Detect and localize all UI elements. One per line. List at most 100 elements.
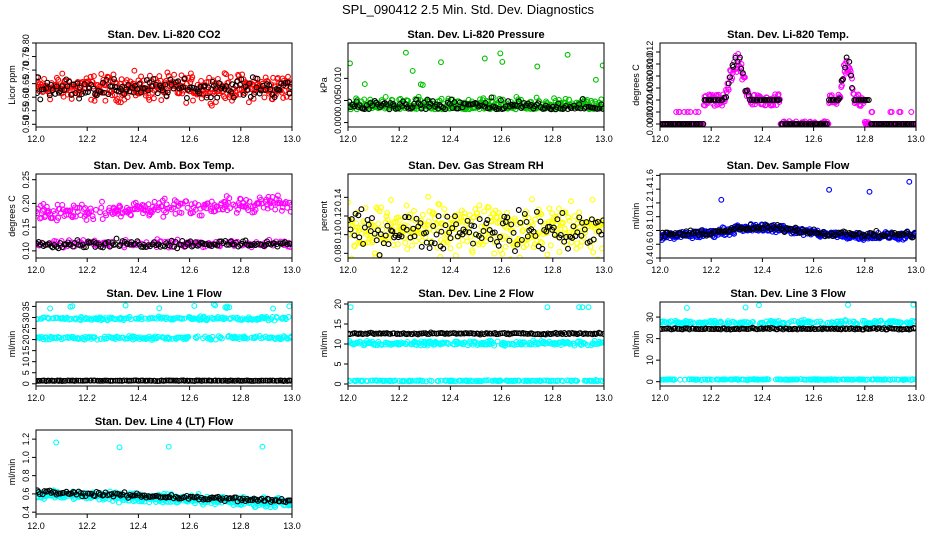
- data-point: [671, 376, 678, 383]
- data-point: [90, 73, 97, 80]
- data-point-selected: [878, 121, 885, 127]
- data-point: [538, 211, 545, 218]
- data-point: [158, 97, 165, 104]
- data-point-selected: [583, 219, 590, 226]
- x-tick-label: 12.2: [78, 265, 96, 275]
- data-point: [891, 376, 898, 383]
- data-point-selected: [594, 105, 601, 112]
- data-point: [356, 225, 363, 231]
- data-point: [348, 255, 355, 258]
- x-tick-label: 12.6: [493, 134, 511, 144]
- data-point-selected: [430, 223, 437, 229]
- x-tick-label: 12.2: [702, 393, 720, 403]
- data-point: [191, 302, 198, 309]
- data-point: [491, 250, 498, 257]
- x-tick-label: 12.4: [130, 134, 148, 144]
- y-axis-label: ml/min: [631, 203, 641, 230]
- data-point-selected: [712, 228, 719, 235]
- data-point: [548, 377, 555, 384]
- points-selected: [348, 94, 604, 113]
- data-point: [113, 80, 120, 87]
- points-all: [660, 178, 916, 243]
- data-point: [599, 245, 604, 252]
- data-point-selected: [900, 326, 907, 333]
- data-point: [187, 79, 194, 86]
- data-point: [530, 377, 537, 384]
- data-point-selected: [501, 213, 508, 220]
- data-point: [660, 376, 665, 383]
- data-point: [438, 59, 444, 66]
- data-point: [210, 302, 217, 308]
- data-point: [502, 340, 509, 347]
- data-point: [534, 377, 541, 384]
- data-point: [272, 206, 279, 213]
- data-point-selected: [426, 245, 433, 252]
- data-point: [911, 318, 916, 325]
- data-point: [376, 208, 383, 215]
- data-point: [906, 178, 913, 185]
- data-point-selected: [471, 223, 478, 230]
- data-point: [750, 318, 756, 325]
- y-tick-label: 20: [333, 299, 343, 309]
- y-axis-label: degrees C: [7, 195, 17, 237]
- x-tick-label: 12.0: [651, 393, 669, 403]
- data-point: [278, 207, 285, 214]
- data-point: [424, 221, 431, 228]
- y-tick-label: 0.006: [645, 77, 655, 100]
- data-point: [718, 319, 725, 326]
- data-point: [118, 76, 125, 83]
- data-point: [374, 377, 380, 384]
- data-point-selected: [36, 377, 43, 384]
- data-point: [595, 256, 601, 258]
- data-point-selected: [858, 97, 865, 103]
- data-point-selected: [873, 227, 880, 234]
- data-point-selected: [287, 83, 292, 90]
- x-tick-label: 12.2: [390, 393, 408, 403]
- data-point: [70, 213, 77, 219]
- data-point: [536, 229, 543, 236]
- data-point: [517, 238, 524, 245]
- data-point-selected: [600, 217, 604, 224]
- data-point-selected: [739, 225, 746, 232]
- data-point-selected: [861, 232, 868, 239]
- data-point-selected: [405, 330, 412, 337]
- x-tick-label: 12.0: [27, 134, 45, 144]
- points-selected: [660, 324, 916, 333]
- data-point: [348, 378, 353, 385]
- data-point-selected: [816, 230, 823, 237]
- data-point: [287, 85, 292, 91]
- data-point-selected: [468, 222, 475, 229]
- data-point: [194, 333, 201, 340]
- data-point-selected: [240, 91, 247, 98]
- data-point-selected: [150, 76, 157, 83]
- data-point-selected: [730, 63, 737, 70]
- data-point-selected: [238, 76, 245, 83]
- data-point-selected: [487, 236, 494, 243]
- data-point-selected: [590, 236, 597, 243]
- x-tick-label: 12.6: [181, 134, 199, 144]
- points-selected: [660, 221, 916, 241]
- data-point: [258, 196, 264, 203]
- data-point-selected: [51, 377, 58, 384]
- plot-frame: [659, 42, 917, 128]
- data-point-selected: [410, 225, 417, 232]
- data-point: [69, 303, 76, 310]
- data-point: [562, 209, 569, 216]
- panel-title: Stan. Dev. Line 4 (LT) Flow: [95, 416, 234, 428]
- data-point: [197, 205, 204, 212]
- data-point-selected: [229, 377, 236, 384]
- data-point: [445, 95, 452, 102]
- data-point: [365, 239, 372, 246]
- data-point-selected: [664, 121, 671, 127]
- data-point: [518, 220, 525, 227]
- data-point-selected: [462, 228, 469, 235]
- data-point: [360, 262, 365, 267]
- data-point-selected: [510, 229, 517, 236]
- data-point-selected: [551, 231, 558, 238]
- data-point: [425, 218, 432, 225]
- data-point: [425, 193, 432, 200]
- data-point-selected: [782, 121, 789, 127]
- data-point: [845, 302, 851, 308]
- data-point-selected: [514, 241, 521, 248]
- points-all: [348, 304, 604, 385]
